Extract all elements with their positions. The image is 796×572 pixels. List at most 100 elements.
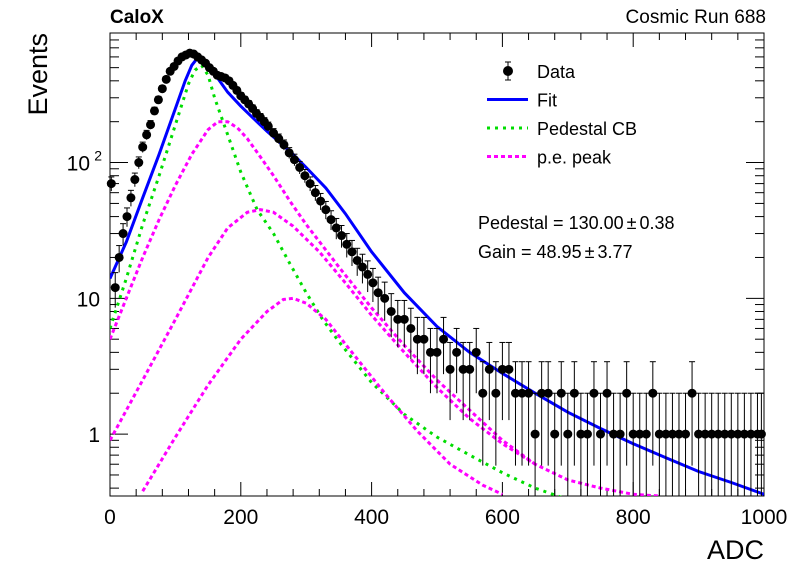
data-marker — [316, 196, 326, 206]
data-point — [582, 392, 592, 496]
data-point — [386, 293, 396, 338]
data-point — [373, 276, 383, 314]
data-point — [491, 361, 501, 466]
data-marker — [648, 388, 658, 398]
data-point — [733, 392, 743, 496]
data-marker — [635, 429, 645, 439]
data-marker — [491, 388, 501, 398]
data-point — [543, 361, 553, 466]
data-marker — [602, 388, 612, 398]
data-point — [700, 392, 710, 496]
data-point — [497, 341, 507, 421]
data-marker — [373, 288, 383, 298]
data-marker — [326, 215, 336, 225]
pe-peak-curve-4 — [141, 296, 504, 496]
data-point — [458, 341, 468, 421]
data-marker — [739, 429, 749, 439]
x-tick-label: 200 — [223, 506, 258, 529]
data-point — [146, 120, 156, 130]
data-point — [399, 299, 409, 348]
data-point — [596, 392, 605, 496]
data-point — [363, 260, 373, 293]
data-marker — [733, 429, 743, 439]
data-point — [609, 392, 619, 496]
data-point — [393, 299, 403, 348]
data-marker — [386, 306, 396, 316]
data-point — [342, 233, 352, 258]
data-marker — [352, 255, 362, 265]
data-point — [347, 239, 357, 266]
data-marker — [589, 388, 599, 398]
data-marker — [321, 205, 331, 215]
data-marker — [363, 269, 373, 279]
data-marker — [530, 429, 540, 439]
data-point — [661, 392, 671, 496]
data-point — [406, 307, 416, 360]
data-point — [153, 95, 163, 105]
x-tick-label: 1000 — [741, 506, 788, 529]
data-point — [284, 147, 294, 159]
data-point — [517, 361, 527, 466]
data-marker — [641, 429, 651, 439]
gain-value: Gain = 48.95 ±3.77 — [478, 242, 633, 262]
data-marker — [707, 429, 717, 439]
data-point — [114, 245, 124, 273]
legend: Data Fit Pedestal CB p.e. peak — [487, 61, 637, 168]
data-marker — [347, 247, 357, 257]
data-point — [157, 84, 167, 94]
data-point — [504, 341, 514, 421]
data-marker — [114, 252, 124, 262]
data-point — [445, 341, 455, 421]
data-point — [134, 156, 144, 169]
data-point — [537, 361, 547, 466]
data-point — [589, 361, 599, 466]
x-tick-label: 0 — [104, 506, 116, 529]
data-point — [352, 247, 362, 276]
data-point — [439, 316, 449, 375]
data-marker — [713, 429, 723, 439]
data-point — [300, 168, 310, 183]
data-point — [667, 392, 677, 496]
data-point — [576, 392, 586, 496]
data-marker — [106, 179, 116, 189]
data-marker — [615, 429, 625, 439]
data-marker — [439, 334, 449, 344]
data-point — [674, 392, 684, 496]
data-point — [432, 327, 442, 394]
legend-marker — [503, 66, 513, 76]
data-marker — [406, 323, 416, 333]
data-point — [471, 327, 481, 394]
data-marker — [393, 314, 403, 324]
legend-label: p.e. peak — [537, 148, 612, 168]
data-point — [510, 361, 520, 466]
data-point — [419, 316, 429, 375]
data-marker — [445, 364, 455, 374]
data-marker — [628, 429, 638, 439]
data-marker — [661, 429, 671, 439]
data-marker — [284, 148, 294, 158]
data-marker — [130, 175, 140, 185]
data-marker — [126, 193, 136, 203]
data-marker — [569, 388, 579, 398]
data-point — [130, 172, 140, 187]
data-marker — [654, 429, 664, 439]
legend-entry: Fit — [487, 91, 557, 111]
data-marker — [537, 388, 547, 398]
data-point — [484, 341, 494, 421]
x-axis-label: ADC — [707, 535, 764, 565]
data-marker — [517, 388, 527, 398]
pedestal-value: Pedestal = 130.00 ±0.38 — [478, 213, 675, 233]
data-marker — [746, 429, 756, 439]
data-marker — [300, 171, 310, 181]
data-marker — [524, 388, 534, 398]
y-tick-label: 10 — [67, 153, 90, 176]
data-marker — [122, 212, 132, 222]
data-marker — [153, 95, 163, 105]
data-marker — [310, 188, 320, 198]
data-point — [106, 176, 116, 192]
run-label: Cosmic Run 688 — [625, 7, 766, 28]
data-point — [321, 200, 331, 220]
data-marker — [157, 84, 167, 94]
data-point — [707, 392, 717, 496]
x-tick-label: 400 — [354, 506, 389, 529]
